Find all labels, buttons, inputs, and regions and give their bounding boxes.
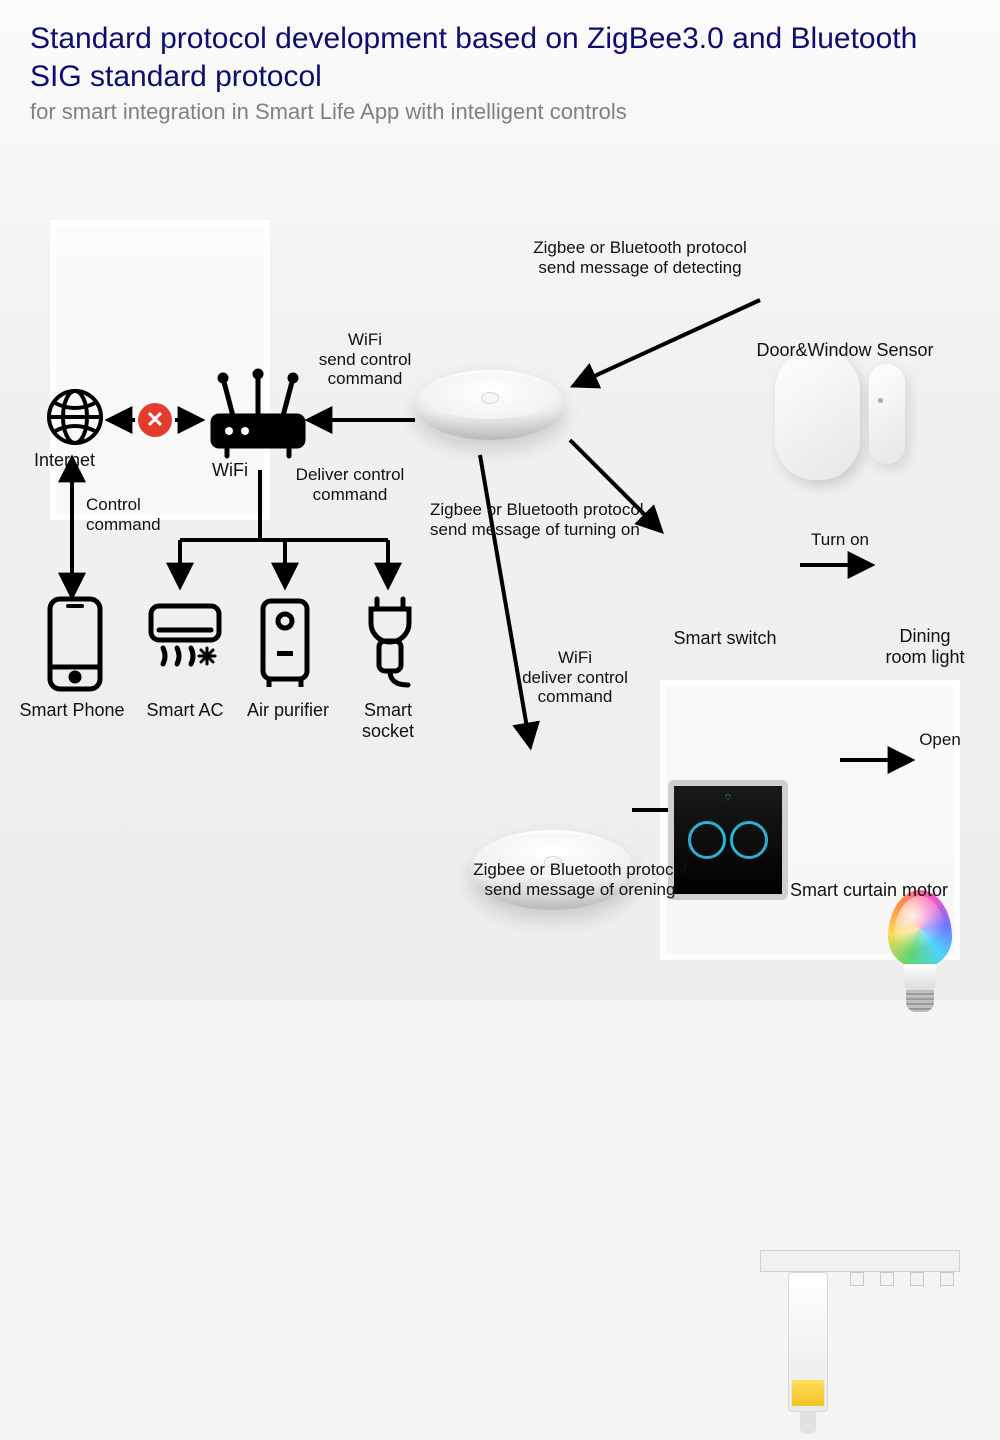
air-purifier-label: Air purifier: [238, 700, 338, 721]
smart-socket-icon: [355, 595, 425, 694]
control-command-label: Control command: [86, 495, 176, 534]
wifi-send-label: WiFi send control command: [300, 330, 430, 389]
smart-socket-label: Smart socket: [348, 700, 428, 742]
smartphone-label: Smart Phone: [12, 700, 132, 721]
internet-icon: [40, 385, 110, 454]
wifi-router-icon: [205, 370, 310, 465]
gateway-hub-top: [415, 370, 565, 440]
dining-bulb: [880, 890, 960, 1020]
open-label: Open: [910, 730, 970, 750]
wifi-deliver-mid-label: WiFi deliver control command: [500, 648, 650, 707]
door-window-sensor: [775, 350, 905, 480]
smart-ac-label: Smart AC: [140, 700, 230, 721]
smartphone-icon: [40, 595, 110, 698]
wifi-label: WiFi: [200, 460, 260, 481]
deliver-command-label: Deliver control command: [280, 465, 420, 504]
smart-curtain-motor: [760, 1250, 960, 1440]
internet-label: Internet: [34, 450, 114, 471]
detect-message-label: Zigbee or Bluetooth protocol send messag…: [510, 238, 770, 277]
turn-on-label: Turn on: [800, 530, 880, 550]
smart-switch-label: Smart switch: [660, 628, 790, 649]
error-badge-icon: ✕: [138, 403, 172, 437]
air-purifier-icon: [250, 595, 320, 694]
turnon-message-label: Zigbee or Bluetooth protocol send messag…: [430, 500, 680, 539]
smart-ac-icon: [145, 600, 225, 685]
dining-light-label: Dining room light: [870, 626, 980, 668]
curtain-motor-label: Smart curtain motor: [790, 880, 990, 901]
opening-message-label: Zigbee or Bluetooth protocol send messag…: [450, 860, 710, 899]
door-sensor-label: Door&Window Sensor: [740, 340, 950, 361]
